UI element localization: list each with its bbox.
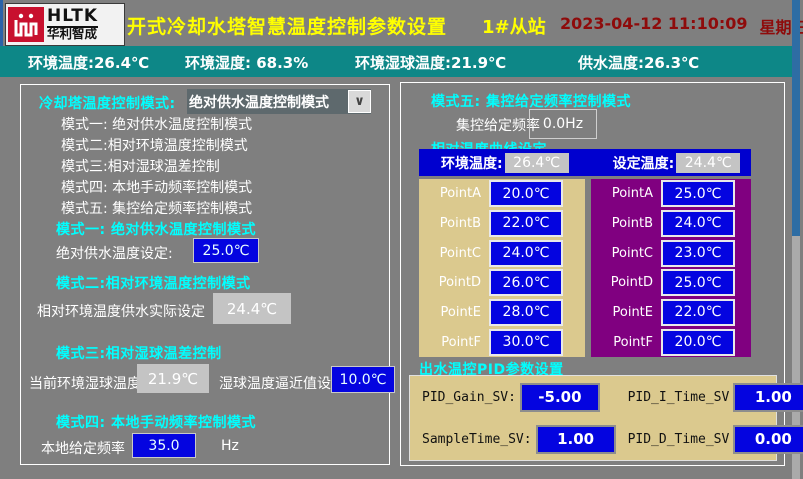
page-title: 开式冷却水塔智慧温度控制参数设置	[127, 16, 448, 38]
pid-dtime-field: PID_D_Time_SV 0.00	[616, 424, 803, 454]
pid-sampletime-input[interactable]: 1.00	[535, 424, 616, 454]
env-point-row: PointB 22.0℃	[419, 209, 585, 237]
logo-name: 华利智成	[47, 25, 99, 41]
set-pointA-input[interactable]: 25.0℃	[661, 180, 735, 208]
mode-list-item-3: 模式三:相对湿球温差控制	[61, 159, 220, 175]
status-env-temp: 环境温度:26.4℃	[28, 54, 150, 72]
curve-set-label: 设定温度:	[612, 155, 675, 172]
curve-header-row: 环境温度: 26.4℃ 设定温度: 24.4℃	[419, 149, 751, 176]
set-pointE-input[interactable]: 22.0℃	[661, 298, 735, 326]
hltk-logo-icon	[8, 7, 44, 42]
status-wet-bulb-temp: 环境湿球温度:21.9℃	[355, 54, 507, 72]
station-label: 1#从站	[482, 17, 546, 38]
pid-title: 出水温控PID参数设置	[419, 362, 564, 378]
mode1-title: 模式一: 绝对供水温度控制模式	[56, 222, 256, 238]
env-point-row: PointF 30.0℃	[419, 328, 585, 356]
local-frequency-input[interactable]: 35.0	[132, 433, 196, 458]
status-bar: 环境温度:26.4℃ 环境湿度: 68.3% 环境湿球温度:21.9℃ 供水温度…	[0, 46, 793, 77]
set-point-row: PointE 22.0℃	[591, 298, 751, 326]
left-edge-strip	[0, 0, 3, 46]
mode5-title: 模式五: 集控给定频率控制模式	[431, 94, 631, 110]
curve-env-label: 环境温度:	[441, 155, 503, 172]
pid-sampletime-field: SampleTime_SV: 1.00	[410, 424, 616, 454]
scrollbar-strip-top[interactable]	[792, 0, 800, 236]
status-env-humidity: 环境湿度: 68.3%	[185, 54, 309, 72]
env-pointD-input[interactable]: 26.0℃	[489, 269, 563, 297]
env-point-row: PointC 24.0℃	[419, 239, 585, 267]
datetime-value: 2023-04-12 11:10:09	[560, 14, 748, 33]
pid-itime-label: PID_I_Time_SV	[627, 389, 730, 405]
company-logo: HLTK 华利智成	[5, 3, 125, 46]
mode-select-label: 冷却塔温度控制模式:	[39, 96, 176, 112]
set-pointF-input[interactable]: 20.0℃	[661, 328, 735, 356]
env-pointE-input[interactable]: 28.0℃	[489, 298, 563, 326]
mode3-field2-label: 湿球温度逼近值设定:	[219, 376, 350, 392]
mode3-title: 模式三:相对湿球温差控制	[56, 346, 222, 362]
central-frequency-display: 0.0Hz	[529, 109, 597, 139]
set-points-column: PointA 25.0℃ PointB 24.0℃ PointC 23.0℃ Poin…	[591, 179, 751, 357]
mode-select-dropdown[interactable]: 绝对供水温度控制模式 ∨	[187, 89, 371, 114]
mode5-field-label: 集控给定频率	[456, 118, 540, 134]
env-point-row: PointE 28.0℃	[419, 298, 585, 326]
env-pointB-input[interactable]: 22.0℃	[489, 209, 563, 237]
set-point-row: PointB 24.0℃	[591, 209, 751, 237]
rel-env-supply-actual-display: 24.4℃	[213, 293, 291, 324]
pid-gain-field: PID_Gain_SV: -5.00	[410, 382, 616, 412]
env-pointA-input[interactable]: 20.0℃	[489, 180, 563, 208]
env-points-column: PointA 20.0℃ PointB 22.0℃ PointC 24.0℃ Poin…	[419, 179, 585, 357]
mode-select-value: 绝对供水温度控制模式	[189, 94, 329, 111]
mode-list-item-5: 模式五: 集控给定频率控制模式	[61, 201, 253, 217]
mode2-title: 模式二:相对环境温度控制模式	[56, 276, 251, 292]
env-point-row: PointD 26.0℃	[419, 269, 585, 297]
current-wet-bulb-display: 21.9℃	[137, 364, 209, 393]
wet-bulb-approach-input[interactable]: 10.0℃	[331, 366, 395, 393]
right-panel: 模式五: 集控给定频率控制模式 集控给定频率 0.0Hz 相对温度曲线设定 环境…	[400, 82, 803, 466]
set-pointD-input[interactable]: 25.0℃	[661, 269, 735, 297]
pid-settings-box: PID_Gain_SV: -5.00 PID_I_Time_SV 1.00 Sa…	[409, 375, 803, 461]
mode1-field-label: 绝对供水温度设定:	[56, 246, 173, 262]
pid-itime-input[interactable]: 1.00	[733, 382, 803, 412]
header-bar: HLTK 华利智成 开式冷却水塔智慧温度控制参数设置 1#从站 2023-04-…	[0, 0, 803, 46]
curve-set-value-display: 24.4℃	[676, 152, 741, 173]
scrollbar-strip-bottom[interactable]	[792, 236, 800, 479]
status-supply-temp: 供水温度:26.3℃	[578, 54, 700, 72]
pid-gain-input[interactable]: -5.00	[519, 382, 600, 412]
mode4-field-label: 本地给定频率	[41, 441, 125, 457]
set-point-row: PointD 25.0℃	[591, 269, 751, 297]
env-pointF-input[interactable]: 30.0℃	[489, 328, 563, 356]
pid-gain-label: PID_Gain_SV:	[422, 389, 516, 405]
set-point-row: PointC 23.0℃	[591, 239, 751, 267]
env-pointC-input[interactable]: 24.0℃	[489, 239, 563, 267]
pid-sampletime-label: SampleTime_SV:	[422, 431, 532, 447]
set-point-row: PointF 20.0℃	[591, 328, 751, 356]
mode-list-item-4: 模式四: 本地手动频率控制模式	[61, 180, 253, 196]
mode-list-item-1: 模式一: 绝对供水温度控制模式	[61, 117, 253, 133]
env-point-row: PointA 20.0℃	[419, 180, 585, 208]
datetime: 2023-04-12 11:10:09 星期三	[560, 14, 803, 38]
pid-itime-field: PID_I_Time_SV 1.00	[616, 382, 803, 412]
pid-dtime-label: PID_D_Time_SV	[627, 431, 730, 447]
chevron-down-icon[interactable]: ∨	[348, 90, 371, 113]
mode3-field1-label: 当前环境湿球温度	[29, 376, 141, 392]
set-pointB-input[interactable]: 24.0℃	[661, 209, 735, 237]
set-point-row: PointA 25.0℃	[591, 180, 751, 208]
curve-env-value-display: 26.4℃	[504, 152, 569, 173]
mode4-title: 模式四: 本地手动频率控制模式	[56, 415, 256, 431]
set-pointC-input[interactable]: 23.0℃	[661, 239, 735, 267]
abs-supply-temp-input[interactable]: 25.0℃	[193, 238, 259, 263]
mode2-field-label: 相对环境温度供水实际设定	[37, 304, 205, 320]
logo-abbr: HLTK	[47, 6, 99, 27]
mode-list-item-2: 模式二:相对环境温度控制模式	[61, 138, 248, 154]
frequency-unit-label: Hz	[221, 438, 239, 454]
pid-dtime-input[interactable]: 0.00	[733, 424, 803, 454]
left-panel: 冷却塔温度控制模式: 绝对供水温度控制模式 ∨ 模式一: 绝对供水温度控制模式 …	[20, 84, 395, 465]
